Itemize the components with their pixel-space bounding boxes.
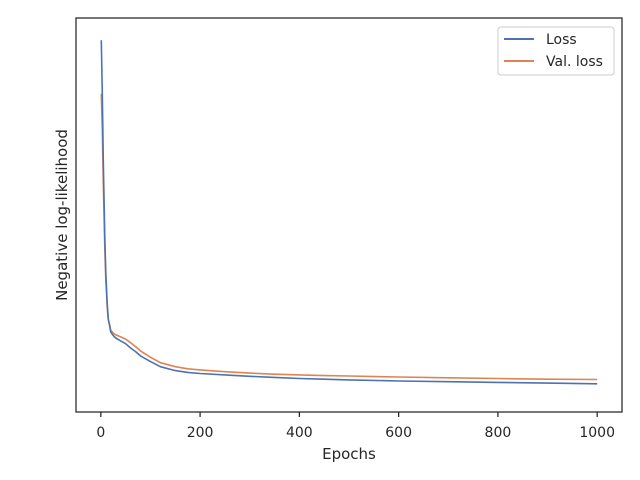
legend-label: Loss bbox=[546, 32, 577, 48]
y-axis-label: Negative log-likelihood bbox=[53, 129, 71, 301]
x-tick-label: 1000 bbox=[579, 425, 615, 441]
legend: Loss Val. loss bbox=[497, 26, 615, 76]
series-lines bbox=[100, 40, 598, 385]
x-tick-label: 400 bbox=[286, 425, 313, 441]
x-tick-label: 0 bbox=[96, 425, 105, 441]
legend-label: Val. loss bbox=[546, 54, 603, 70]
x-tick-label: 800 bbox=[485, 425, 512, 441]
x-tick-label: 600 bbox=[385, 425, 412, 441]
series-line-loss bbox=[100, 40, 598, 385]
x-axis-label: Epochs bbox=[322, 445, 376, 463]
x-ticks: 0 200 400 600 800 1000 bbox=[96, 412, 615, 441]
x-tick-label: 200 bbox=[187, 425, 214, 441]
plot-frame bbox=[75, 17, 623, 413]
